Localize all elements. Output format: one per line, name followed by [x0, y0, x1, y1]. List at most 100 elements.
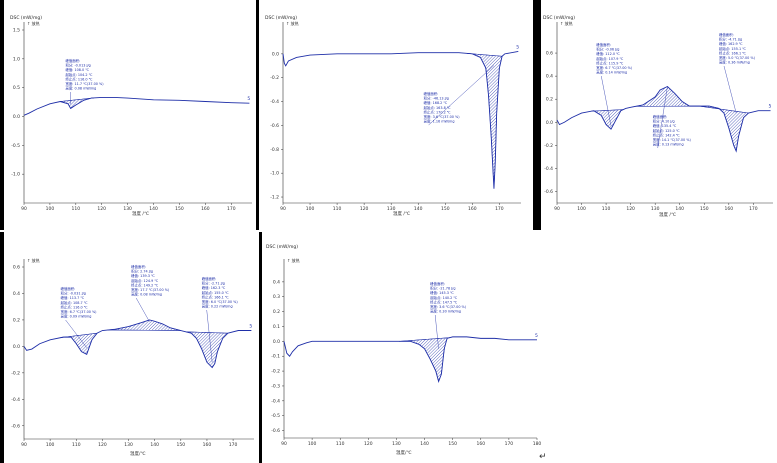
y-tick-label: 0.2: [546, 97, 553, 103]
annotation-text: 高度: 1.16 mW/mg: [424, 119, 455, 124]
annotation-text: 宽度: 6.0 ℃(37.00 %): [202, 299, 239, 304]
x-tick-label: 150: [177, 442, 186, 448]
x-tick-label: 100: [306, 206, 315, 212]
x-tick-label: 160: [476, 441, 485, 447]
x-tick-label: 140: [414, 206, 423, 212]
dsc-chart-3: DSC (mW/mg) 0.6 0.4 0.2 0.0 -0.2 -0.4 -0.6 90 10…: [541, 0, 777, 230]
annotation-text: 峰值面积:: [424, 91, 439, 96]
x-tick-label: 120: [97, 206, 106, 212]
annotation-text: 积分: -0.06 J/g: [596, 47, 619, 52]
peak-baseline: [399, 337, 450, 342]
annotation-text: 起始点: 124.9 ℃: [131, 278, 158, 283]
y-tick-label: 0.6: [13, 265, 20, 271]
y-tick-label: -0.5: [271, 413, 280, 419]
chart-title: DSC (mW/mg): [266, 245, 298, 250]
chart-svg: 0.6 0.4 0.2 0.0 -0.2 -0.4 -0.6 90 100 110 120 130 14…: [11, 257, 254, 448]
x-tick-label: 100: [308, 441, 317, 447]
x-tick-label: 110: [72, 442, 81, 448]
x-tick-label: 110: [336, 441, 345, 447]
annotation-text: 峰值面积:: [430, 281, 445, 286]
annotation-leader: [434, 314, 439, 349]
x-tick-label: 90: [21, 442, 27, 448]
annotation-text: 高度: 0.36 mW/mg: [719, 60, 750, 65]
x-tick-label: 170: [227, 206, 236, 212]
x-tick-label: 150: [441, 206, 450, 212]
peak-baseline: [591, 109, 624, 112]
x-tick-label: 130: [387, 206, 396, 212]
annotation-text: 宽度: 3.6 ℃(37.00 %): [424, 114, 461, 119]
annotation-text: 起始点: 140.2 ℃: [430, 295, 457, 300]
x-tick-label: 160: [201, 206, 210, 212]
chart-svg: 0.0 -0.2 -0.4 -0.6 -0.8 -1.0 -1.290 100 110 120 13…: [270, 20, 521, 212]
exo-direction-label: ↑ 放热: [286, 20, 299, 26]
annotation-text: 宽度: 3.6 ℃(37.00 %): [430, 304, 467, 309]
annotation-text: 峰值: 145.3 ℃: [430, 290, 454, 295]
y-tick-label: 1.5: [13, 28, 20, 34]
x-tick-label: 170: [229, 442, 238, 448]
y-tick-label: -0.4: [270, 99, 279, 105]
y-tick-label: -0.6: [11, 423, 20, 429]
annotation-text: 峰值面积:: [202, 276, 217, 281]
y-tick-label: 0.0: [13, 114, 20, 120]
annotation-text: 宽度: 14.1 ℃(37.00 %): [653, 137, 692, 142]
y-tick-label: -0.2: [271, 369, 280, 375]
peak-baseline: [186, 331, 228, 334]
y-tick-label: -0.2: [544, 143, 553, 149]
x-tick-label: 100: [46, 206, 55, 212]
x-axis-label: 温度 /℃: [132, 212, 150, 217]
y-tick-label: 0.0: [546, 120, 553, 126]
dsc-chart-4: 0.6 0.4 0.2 0.0 -0.2 -0.4 -0.6 90 100 110 120 130 14…: [4, 232, 259, 463]
chart-svg: 0.4 0.3 0.2 0.1 0.0 -0.1 -0.2 -0.3 -0.4 -0.5 -0.6 9…: [271, 257, 542, 447]
annotation-text: 峰值面积:: [65, 58, 80, 63]
annotation-text: 峰值面积:: [61, 286, 76, 291]
annotation-text: 峰值面积:: [719, 32, 734, 37]
annotation-text: 终止点: 149.2 ℃: [131, 282, 158, 287]
dsc-chart-5: DSC (mW/mg) 0.4 0.3 0.2 0.1 0.0 -0.1 -0.2 -0.3 -…: [262, 232, 542, 463]
x-tick-label: 120: [360, 206, 369, 212]
annotation-text: 峰值: 113.7 ℃: [61, 295, 85, 300]
annotation-text: 高度: 0.30 mW/mg: [430, 309, 461, 314]
exo-direction-label: ↑ 放热: [560, 20, 573, 26]
x-tick-label: 160: [468, 206, 477, 212]
x-tick-label: 170: [495, 206, 504, 212]
y-tick-label: 0.4: [273, 279, 280, 285]
annotation-text: 终止点: 147.5 ℃: [430, 299, 457, 304]
y-tick-label: -0.4: [271, 398, 280, 404]
x-axis-label: 温度 /℃: [393, 212, 411, 217]
annotation-text: 高度: 0.08 mW/mg: [65, 86, 96, 91]
y-tick-label: -1.2: [270, 195, 279, 201]
panel3-left-bar: [533, 0, 541, 230]
dsc-curve: [556, 85, 771, 153]
return-mark: ↵: [539, 452, 547, 462]
annotation-text: 积分: -46.13 J/g: [424, 96, 449, 101]
annotation-leader: [428, 65, 495, 126]
x-tick-label: 90: [281, 441, 287, 447]
annotation-text: 积分: -0.013 J/g: [65, 63, 90, 68]
exo-direction-label: ↑ 放热: [287, 257, 300, 263]
y-tick-label: 0.0: [273, 339, 280, 345]
x-tick-label: 110: [72, 206, 81, 212]
x-tick-label: 180: [533, 441, 542, 447]
x-tick-label: 110: [333, 206, 342, 212]
annotation-text: 终止点: 166.1 ℃: [202, 294, 229, 299]
y-tick-label: 0.3: [273, 294, 280, 300]
annotation-text: 积分: -0.031 J/g: [61, 291, 86, 296]
annotation-text: 高度: 0.13 mW/mg: [653, 142, 684, 147]
annotation-text: 终止点: 116.0 ℃: [65, 76, 92, 81]
annotation-text: 峰值: 162.9 ℃: [719, 41, 743, 46]
annotation-text: 积分: -2.71 J/g: [202, 281, 225, 286]
y-tick-label: 0.2: [273, 309, 280, 315]
x-axis-label: 温度/℃: [396, 451, 412, 456]
curve-label: 5: [516, 44, 519, 50]
panel4-right-bar: [259, 232, 262, 463]
annotation-text: 高度: 0.14 mW/mg: [596, 70, 627, 75]
annotation-text: 起始点: 163.8 ℃: [424, 105, 451, 110]
annotation-text: 起始点: 155.1 ℃: [719, 46, 746, 51]
y-tick-label: -0.3: [271, 383, 280, 389]
annotation-leader: [135, 297, 150, 322]
y-tick-label: 0.0: [13, 344, 20, 350]
x-tick-label: 140: [149, 206, 158, 212]
x-tick-label: 170: [505, 441, 514, 447]
annotation-text: 高度: 0.09 mW/mg: [61, 314, 92, 319]
y-tick-label: 0.2: [13, 317, 20, 323]
